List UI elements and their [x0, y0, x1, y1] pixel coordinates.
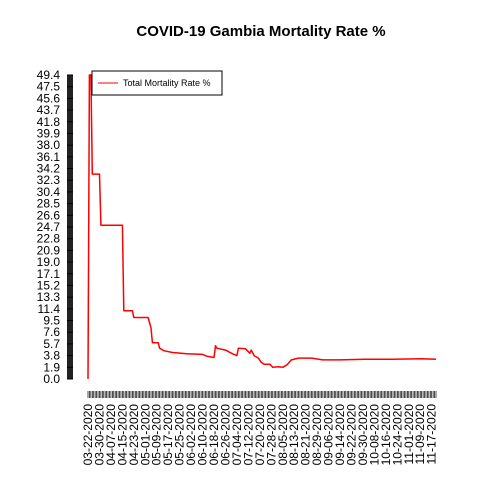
x-tick-label: 03-30-2020: [92, 404, 106, 466]
y-tick-label: 13.3: [37, 290, 61, 304]
y-tick-label: 7.6: [43, 325, 60, 339]
y-tick-label: 34.2: [37, 162, 61, 176]
x-tick-label: 04-07-2020: [104, 404, 118, 466]
x-tick-label: 11-17-2020: [425, 404, 439, 465]
x-tick-label: 10-08-2020: [367, 404, 381, 466]
y-tick-label: 11.4: [38, 302, 61, 316]
x-tick-label: 11-01-2020: [402, 404, 416, 465]
x-tick-label: 03-22-2020: [81, 404, 95, 466]
y-tick-label: 49.4: [37, 68, 61, 82]
y-tick-label: 0.0: [43, 372, 60, 386]
x-axis: 03-22-202003-30-202004-07-202004-15-2020…: [81, 391, 439, 465]
series-line: [87, 74, 437, 380]
x-tick-label: 09-22-2020: [345, 404, 359, 466]
y-tick-label: 28.5: [37, 197, 61, 211]
x-tick-label: 06-26-2020: [218, 404, 232, 466]
y-tick-label: 17.1: [37, 267, 61, 281]
x-tick-label: 07-20-2020: [253, 404, 267, 466]
x-tick-label: 04-23-2020: [127, 404, 141, 466]
y-tick-label: 20.9: [37, 243, 61, 257]
x-tick-label: 05-25-2020: [173, 404, 187, 466]
legend: Total Mortality Rate %: [91, 70, 223, 96]
x-tick-label: 09-06-2020: [322, 404, 336, 466]
x-tick-label: 06-18-2020: [207, 404, 221, 466]
x-tick-label: 08-29-2020: [310, 404, 324, 466]
y-tick-label: 19.0: [37, 255, 61, 269]
y-tick-label: 5.7: [43, 337, 60, 351]
x-tick-label: 10-24-2020: [390, 404, 404, 466]
x-tick-label: 04-15-2020: [115, 404, 129, 466]
x-tick-label: 06-10-2020: [196, 404, 210, 466]
x-tick-label: 05-09-2020: [150, 404, 164, 466]
x-tick-label: 11-09-2020: [413, 404, 427, 465]
y-tick-label: 47.5: [37, 80, 61, 94]
y-tick-label: 22.8: [37, 232, 61, 246]
plot-area: [87, 74, 437, 380]
x-tick-label: 07-12-2020: [241, 404, 255, 466]
y-tick-label: 39.9: [37, 126, 61, 140]
y-tick-label: 15.2: [37, 278, 61, 292]
y-tick-label: 32.3: [37, 173, 61, 187]
y-tick-label: 1.9: [43, 360, 60, 374]
y-tick-label: 9.5: [43, 314, 60, 328]
y-tick-label: 43.7: [37, 103, 61, 117]
x-tick-label: 05-01-2020: [138, 404, 152, 466]
y-tick-label: 24.7: [37, 220, 61, 234]
x-tick-label: 08-13-2020: [287, 404, 301, 466]
y-tick-label: 3.8: [43, 349, 60, 363]
x-tick-label: 08-05-2020: [276, 404, 290, 466]
x-tick-label: 09-14-2020: [333, 404, 347, 466]
y-tick-label: 41.8: [37, 115, 61, 129]
chart-title: COVID-19 Gambia Mortality Rate %: [136, 23, 385, 40]
x-tick-label: 07-04-2020: [230, 404, 244, 466]
x-tick-label: 09-30-2020: [356, 404, 370, 466]
y-tick-label: 26.6: [37, 208, 61, 222]
x-tick-label: 07-28-2020: [264, 404, 278, 466]
x-tick-label: 08-21-2020: [299, 404, 313, 466]
y-tick-label: 45.6: [37, 91, 61, 105]
legend-label: Total Mortality Rate %: [123, 78, 211, 88]
y-tick-label: 30.4: [37, 185, 61, 199]
y-tick-label: 36.1: [37, 150, 61, 164]
x-tick-label: 06-02-2020: [184, 404, 198, 466]
y-axis: 0.01.93.85.77.69.511.413.315.217.119.020…: [37, 68, 73, 386]
x-tick-label: 05-17-2020: [161, 404, 175, 466]
x-tick-label: 10-16-2020: [379, 404, 393, 466]
y-tick-label: 38.0: [37, 138, 61, 152]
